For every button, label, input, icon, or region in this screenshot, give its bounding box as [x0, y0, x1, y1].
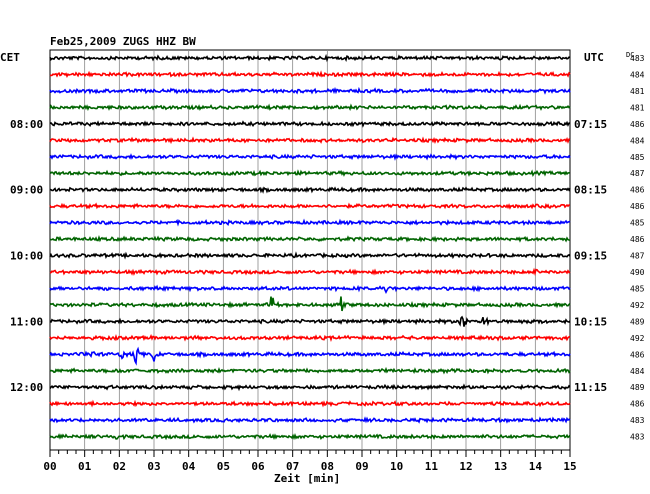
dc-value: 486 — [630, 350, 645, 359]
hour-labels: 08:00 09:00 10:00 11:00 12:00 07:15 08:15 09:15… — [10, 118, 607, 394]
seismic-trace — [49, 70, 571, 78]
x-tick-label: 05 — [217, 460, 230, 473]
seismic-trace — [49, 186, 571, 194]
dc-value: 486 — [630, 202, 645, 211]
seismic-trace — [49, 315, 571, 327]
dc-value: 485 — [630, 153, 645, 162]
x-tick-label: 02 — [113, 460, 126, 473]
seismic-trace — [49, 153, 571, 161]
seismic-trace — [49, 399, 571, 408]
dc-value: 485 — [630, 219, 645, 228]
seismic-trace — [49, 296, 571, 312]
x-tick-label: 10 — [390, 460, 403, 473]
seismic-trace — [49, 346, 571, 366]
x-tick-label: 12 — [459, 460, 472, 473]
seismic-trace — [49, 218, 571, 227]
seismic-traces — [49, 53, 571, 441]
x-axis-label: Zeit [min] — [274, 472, 340, 485]
left-hour-label: 09:00 — [10, 184, 43, 197]
seismic-trace — [49, 251, 571, 260]
plot-frame — [49, 49, 571, 451]
grid-lines — [84, 50, 536, 450]
seismic-trace — [49, 235, 571, 243]
right-timezone-label: UTC — [584, 51, 604, 64]
dc-value: 485 — [630, 284, 645, 293]
left-hour-label: 08:00 — [10, 118, 43, 131]
right-hour-label: 11:15 — [574, 381, 607, 394]
left-hour-label: 12:00 — [10, 381, 43, 394]
dc-value: 487 — [630, 169, 645, 178]
seismic-trace — [49, 432, 571, 441]
dc-value: 486 — [630, 120, 645, 129]
right-hour-label: 09:15 — [574, 250, 607, 263]
x-tick-label: 15 — [563, 460, 576, 473]
x-tick-label: 14 — [529, 460, 543, 473]
left-timezone-label: CET — [0, 51, 20, 64]
x-tick-label: 00 — [43, 460, 56, 473]
dc-value: 490 — [630, 268, 645, 277]
x-axis: 00 01 02 03 04 05 06 07 08 09 10 11 12 13 14 15 — [43, 450, 577, 473]
dc-value: 484 — [630, 136, 645, 145]
seismic-trace — [49, 120, 571, 128]
dc-value: 484 — [630, 367, 645, 376]
dc-values: 483 484 481 481 486 484 485 487 486 486 485 486 487 4… — [630, 54, 645, 442]
x-tick-label: 06 — [251, 460, 265, 473]
seismic-trace — [49, 284, 571, 295]
dc-value: 486 — [630, 235, 645, 244]
seismic-trace — [49, 169, 570, 178]
right-hour-label: 08:15 — [574, 184, 607, 197]
seismic-trace — [49, 136, 571, 145]
seismic-trace — [49, 86, 571, 95]
dc-value: 486 — [630, 186, 645, 195]
dc-value: 486 — [630, 400, 645, 409]
left-hour-label: 10:00 — [10, 250, 43, 263]
dc-value: 484 — [630, 70, 645, 79]
dc-value: 489 — [630, 317, 645, 326]
dc-value: 489 — [630, 383, 645, 392]
dc-value: 481 — [630, 87, 645, 96]
x-tick-label: 01 — [78, 460, 92, 473]
left-hour-label: 11:00 — [10, 315, 43, 328]
x-tick-label: 07 — [286, 460, 299, 473]
dc-value: 483 — [630, 54, 645, 63]
right-hour-label: 07:15 — [574, 118, 607, 131]
dc-value: 492 — [630, 334, 645, 343]
x-tick-label: 09 — [355, 460, 368, 473]
seismic-trace — [49, 333, 571, 342]
x-tick-label: 11 — [425, 460, 439, 473]
dc-value: 483 — [630, 416, 645, 425]
x-tick-label: 03 — [147, 460, 160, 473]
seismic-trace — [49, 416, 571, 424]
chart-title: Feb25,2009 ZUGS HHZ BW — [50, 35, 196, 48]
x-tick-label: 04 — [182, 460, 196, 473]
right-hour-label: 10:15 — [574, 315, 607, 328]
x-tick-label: 13 — [494, 460, 507, 473]
seismic-trace — [49, 103, 571, 112]
dc-value: 483 — [630, 433, 645, 442]
seismic-trace — [49, 53, 570, 63]
x-tick-label: 08 — [321, 460, 334, 473]
dc-value: 487 — [630, 252, 645, 261]
seismic-trace — [49, 383, 571, 392]
dc-value: 481 — [630, 103, 645, 112]
seismic-trace — [49, 202, 570, 210]
seismic-trace — [49, 366, 571, 375]
seismic-trace — [49, 267, 571, 277]
dc-value: 492 — [630, 301, 645, 310]
dc-label: DC — [626, 51, 634, 59]
